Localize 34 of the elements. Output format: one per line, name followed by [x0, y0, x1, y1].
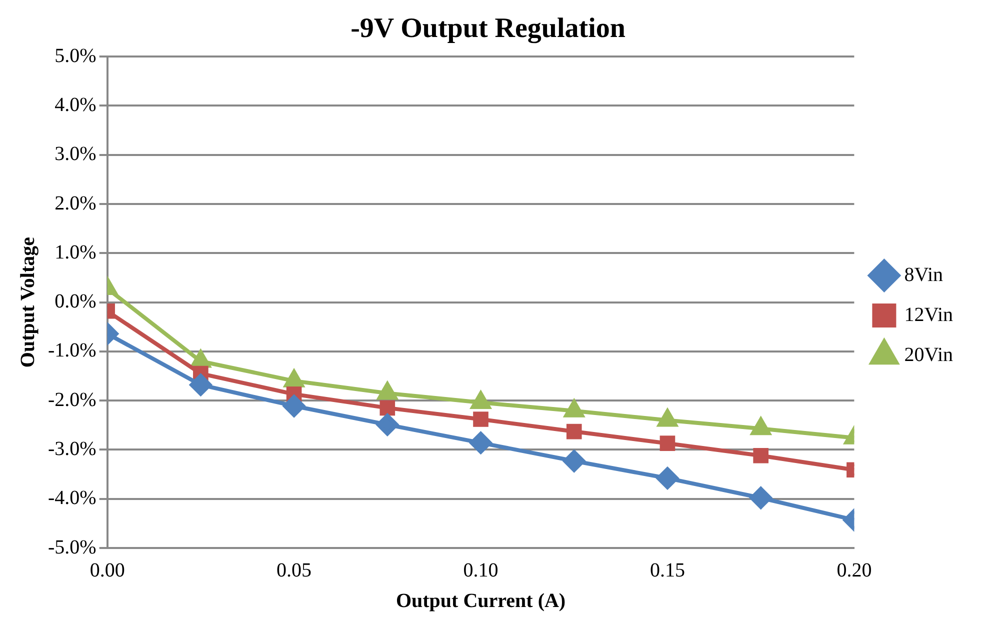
y-tick-label: -3.0% [48, 438, 96, 460]
point [563, 450, 586, 472]
x-tick-label: 0.00 [90, 559, 125, 582]
point [660, 436, 676, 451]
point [376, 414, 398, 436]
y-tick-label: 0.0% [54, 290, 96, 313]
y-tick-label: -1.0% [48, 340, 96, 362]
y-tick-label: 4.0% [54, 94, 96, 116]
point [753, 448, 768, 464]
y-tick-label: 1.0% [54, 241, 96, 264]
y-tick-label: 5.0% [54, 44, 96, 67]
x-axis-title: Output Current (A) [396, 590, 566, 612]
x-tick-label: 0.05 [276, 559, 312, 582]
y-tick-label: 2.0% [54, 192, 96, 214]
point [473, 412, 488, 427]
y-tick-label: -5.0% [48, 536, 96, 558]
point [470, 432, 492, 454]
point [750, 486, 772, 509]
point [283, 394, 306, 417]
point [566, 424, 582, 440]
legend-label: 8Vin [904, 264, 944, 286]
x-tick-label: 0.15 [650, 559, 685, 582]
y-tick-label: 3.0% [54, 143, 96, 166]
legend-label: 20Vin [904, 344, 954, 366]
x-tick-label: 0.20 [836, 559, 872, 582]
point [380, 400, 396, 416]
point [190, 374, 212, 396]
y-tick-label: -2.0% [48, 388, 96, 411]
point [656, 467, 678, 490]
legend-label: 12Vin [904, 304, 954, 326]
chart-title: -9V Output Regulation [350, 13, 626, 44]
y-axis-title: Output Voltage [17, 236, 40, 368]
y-tick-label: -4.0% [48, 487, 96, 510]
x-tick-label: 0.10 [463, 559, 498, 582]
